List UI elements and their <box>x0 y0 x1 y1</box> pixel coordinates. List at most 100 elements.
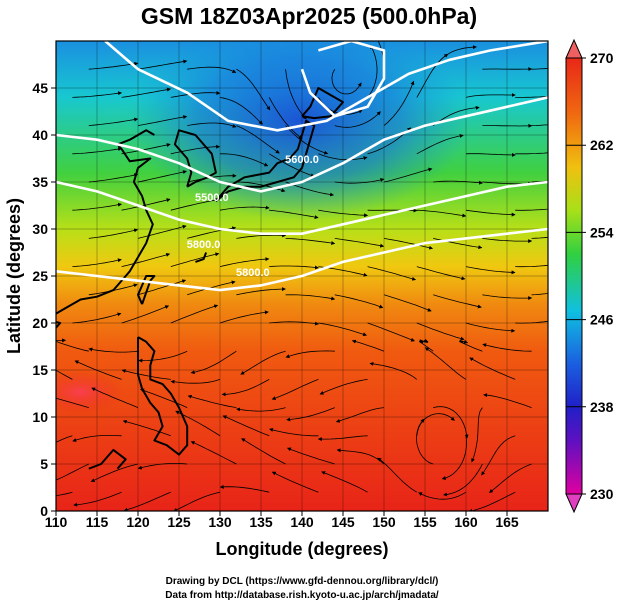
streamline <box>121 87 171 98</box>
colorbar: 270 262 254 246 238 230 <box>565 38 614 514</box>
height-contour <box>56 180 548 235</box>
height-contours: 5600.0 5500.0 5800.0 5800.0 <box>56 41 548 292</box>
streamline <box>170 379 221 384</box>
streamline <box>418 338 434 352</box>
map-field: 5600.0 5500.0 5800.0 5800.0 <box>56 41 548 511</box>
streamline <box>137 224 187 239</box>
y-tick-label: 30 <box>32 221 48 237</box>
streamline <box>219 257 270 267</box>
streamline <box>433 406 469 439</box>
streamline <box>74 360 122 380</box>
streamline <box>269 209 319 220</box>
streamline <box>383 80 415 126</box>
credit-line-1: Drawing by DCL (https://www.gfd-dennou.o… <box>166 576 439 587</box>
streamline <box>432 45 477 70</box>
streamline <box>236 287 286 296</box>
streamline <box>187 280 236 296</box>
credit-line-2: Data from http://database.rish.kyoto-u.a… <box>165 590 439 601</box>
streamline <box>221 379 270 397</box>
streamline <box>219 97 263 125</box>
streamline <box>319 379 368 395</box>
streamline <box>416 413 455 436</box>
streamline <box>432 105 480 126</box>
streamline <box>268 153 315 178</box>
streamline <box>416 418 434 465</box>
streamline <box>271 471 319 493</box>
streamline <box>515 152 548 155</box>
x-tick-label: 145 <box>331 514 355 530</box>
colorbar-tick-label: 254 <box>590 224 614 240</box>
streamline <box>187 122 237 128</box>
streamline <box>268 97 303 140</box>
x-tick-label: 165 <box>495 514 519 530</box>
streamline <box>91 387 139 408</box>
contour-label: 5600.0 <box>285 154 319 166</box>
streamline <box>418 491 467 500</box>
streamline <box>190 350 237 375</box>
streamline <box>383 294 432 312</box>
x-tick-label: 110 <box>45 514 68 530</box>
streamline <box>190 441 237 465</box>
streamline <box>285 238 336 245</box>
coastline <box>195 252 208 263</box>
x-tick-label: 130 <box>208 514 232 530</box>
contour-label: 5800.0 <box>187 239 221 251</box>
streamline <box>469 357 516 380</box>
x-tick-label: 120 <box>126 514 150 530</box>
streamline <box>173 491 221 511</box>
streamline <box>531 124 548 126</box>
streamline <box>336 448 385 465</box>
streamline <box>269 428 319 437</box>
colorbar-tick-label: 262 <box>590 137 614 153</box>
y-axis: 0 5 10 15 20 25 30 35 40 45 <box>32 80 56 519</box>
streamline <box>56 369 73 380</box>
streamline <box>321 471 368 493</box>
streamline <box>531 236 548 239</box>
streamline <box>56 338 89 352</box>
streamline <box>286 447 335 465</box>
x-axis-label: Longitude (degrees) <box>215 539 388 559</box>
streamline <box>488 463 532 494</box>
streamline <box>269 265 319 270</box>
streamline <box>367 44 378 98</box>
streamline <box>123 491 171 511</box>
y-tick-label: 0 <box>40 503 48 519</box>
streamline <box>271 379 319 400</box>
streamline <box>367 322 415 342</box>
streamline <box>121 198 171 211</box>
x-tick-label: 150 <box>372 514 396 530</box>
streamline <box>236 68 271 111</box>
streamline <box>383 238 434 250</box>
streamline <box>170 252 220 267</box>
colorbar-bottom-arrow <box>565 493 583 514</box>
y-tick-label: 20 <box>32 315 48 331</box>
streamline <box>222 415 270 437</box>
coastline <box>173 129 217 188</box>
streamline <box>424 347 467 380</box>
streamline <box>170 304 219 324</box>
streamline <box>318 322 368 337</box>
colorbar-tick-label: 246 <box>590 312 614 328</box>
streamline <box>351 339 385 352</box>
streamline <box>285 350 335 359</box>
colorbar-tick-label: 238 <box>590 399 614 415</box>
streamline <box>285 69 307 120</box>
streamline <box>56 491 73 497</box>
x-tick-label: 115 <box>86 514 109 530</box>
streamline <box>416 322 465 341</box>
x-tick-label: 155 <box>413 514 437 530</box>
streamline <box>137 115 188 126</box>
streamline <box>465 322 516 333</box>
streamline <box>56 463 89 481</box>
streamline <box>481 435 516 476</box>
streamline <box>122 419 171 437</box>
streamline <box>335 407 385 423</box>
y-tick-label: 25 <box>32 268 48 284</box>
streamline <box>483 393 532 408</box>
y-tick-label: 40 <box>32 127 48 143</box>
streamline <box>236 125 280 154</box>
streamline <box>220 153 269 167</box>
height-contour <box>104 41 548 132</box>
y-tick-label: 45 <box>32 80 48 96</box>
